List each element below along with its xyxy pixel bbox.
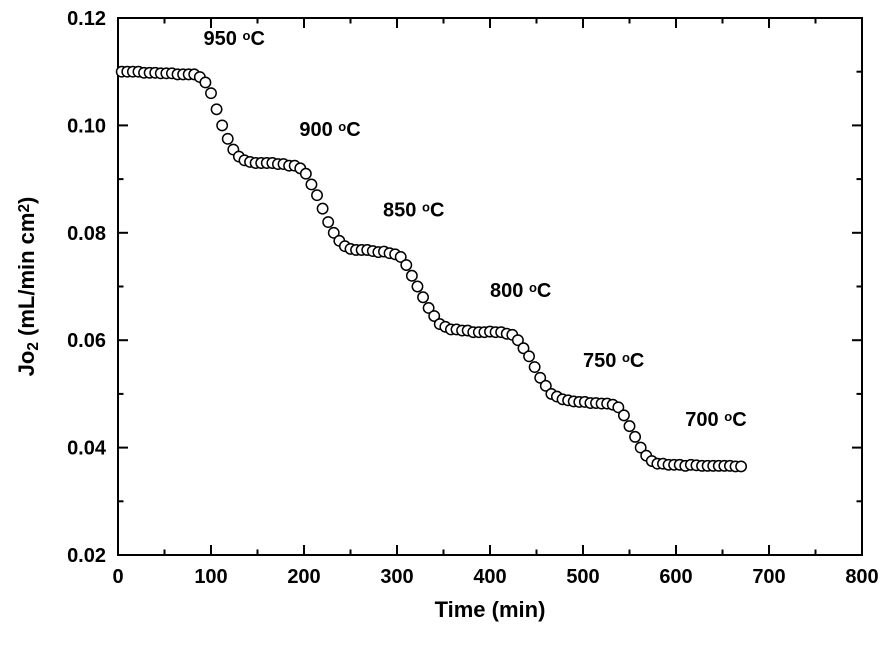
y-tick-label: 0.12 <box>67 8 106 30</box>
temperature-annotation: 900 oC <box>299 119 360 141</box>
data-marker <box>312 190 322 200</box>
data-marker <box>619 410 629 420</box>
x-axis-title: Time (min) <box>435 597 546 622</box>
data-marker <box>624 421 634 431</box>
data-marker <box>401 260 411 270</box>
y-tick-label: 0.04 <box>67 438 107 460</box>
data-marker <box>524 351 534 361</box>
x-tick-label: 500 <box>566 566 599 588</box>
temperature-annotation: 850 oC <box>383 200 444 222</box>
data-marker <box>301 169 311 179</box>
data-marker <box>217 120 227 130</box>
x-tick-label: 400 <box>473 566 506 588</box>
data-marker <box>206 88 216 98</box>
x-tick-label: 100 <box>194 566 227 588</box>
data-marker <box>630 432 640 442</box>
data-marker <box>200 77 210 87</box>
data-marker <box>736 461 746 471</box>
data-marker <box>323 217 333 227</box>
data-marker <box>306 179 316 189</box>
data-marker <box>317 203 327 213</box>
x-tick-label: 0 <box>112 566 123 588</box>
temperature-annotation: 700 oC <box>685 409 746 431</box>
x-tick-label: 800 <box>845 566 878 588</box>
y-tick-label: 0.02 <box>67 545 106 567</box>
data-marker <box>412 281 422 291</box>
y-tick-label: 0.08 <box>67 223 106 245</box>
data-marker <box>223 134 233 144</box>
data-marker <box>211 104 221 114</box>
data-marker <box>418 292 428 302</box>
oxygen-flux-chart: 0 100 200 300 400 500 600 700 800 0.02 0.04 0.06 0.0… <box>0 0 890 650</box>
x-tick-label: 600 <box>659 566 692 588</box>
x-tick-label: 300 <box>380 566 413 588</box>
x-tick-label: 700 <box>752 566 785 588</box>
temperature-annotation: 950 oC <box>204 28 265 50</box>
y-tick-label: 0.10 <box>67 115 106 137</box>
temperature-annotation: 750 oC <box>583 350 644 372</box>
y-tick-label: 0.06 <box>67 330 106 352</box>
x-tick-label: 200 <box>287 566 320 588</box>
data-marker <box>407 271 417 281</box>
chart-svg: 0 100 200 300 400 500 600 700 800 0.02 0.04 0.06 0.0… <box>0 0 890 650</box>
data-marker <box>529 362 539 372</box>
temperature-annotation: 800 oC <box>490 280 551 302</box>
